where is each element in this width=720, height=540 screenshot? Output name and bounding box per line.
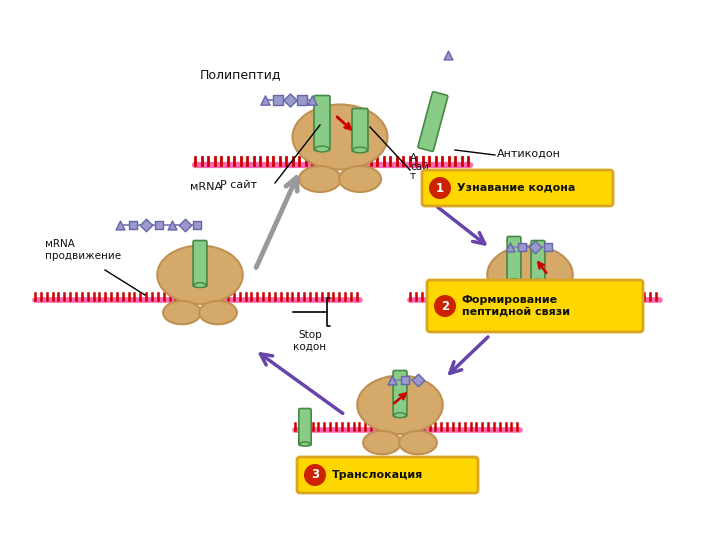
FancyBboxPatch shape [422,170,613,206]
Point [529,242,541,251]
Text: 2: 2 [441,300,449,313]
Point [127,221,139,230]
FancyBboxPatch shape [507,237,521,283]
Ellipse shape [357,375,443,434]
Text: Антикодон: Антикодон [497,149,561,159]
Point [179,221,191,230]
FancyBboxPatch shape [418,92,448,151]
Ellipse shape [299,166,341,192]
Ellipse shape [157,246,243,304]
Ellipse shape [163,301,201,325]
Ellipse shape [194,283,206,288]
Circle shape [304,464,326,486]
FancyBboxPatch shape [297,457,478,493]
Text: 3: 3 [311,469,319,482]
Point [542,242,554,251]
Point [192,221,203,230]
Text: Узнавание кодона: Узнавание кодона [457,183,575,193]
Point [413,376,424,384]
FancyBboxPatch shape [314,96,330,151]
Point [516,242,528,251]
Point [284,96,296,104]
Ellipse shape [339,166,381,192]
Text: мRNA: мRNA [190,182,222,192]
Point [140,221,152,230]
FancyBboxPatch shape [352,109,368,152]
Ellipse shape [493,301,531,325]
Text: Формирование
пептидной связи: Формирование пептидной связи [462,295,570,317]
Ellipse shape [399,431,437,454]
Ellipse shape [532,279,544,284]
Ellipse shape [363,431,401,454]
Text: 1: 1 [436,181,444,194]
Point [259,96,271,104]
FancyBboxPatch shape [393,370,407,417]
Ellipse shape [292,105,387,170]
Text: Транслокация: Транслокация [332,470,423,480]
FancyBboxPatch shape [427,280,643,332]
Ellipse shape [394,413,406,417]
Point [399,376,410,384]
Text: Stop
кодон: Stop кодон [294,330,327,352]
Point [153,221,165,230]
Text: А
сай
т: А сай т [410,153,429,181]
Point [386,376,397,384]
Text: мRNA
продвижение: мRNA продвижение [45,239,121,261]
Point [504,242,516,251]
Point [296,96,307,104]
FancyBboxPatch shape [193,240,207,287]
Point [442,51,454,59]
Ellipse shape [199,301,237,325]
Point [272,96,284,104]
Ellipse shape [300,442,310,446]
Ellipse shape [508,279,520,284]
Ellipse shape [315,146,329,152]
FancyBboxPatch shape [531,240,545,283]
Ellipse shape [353,147,367,153]
Text: Полипептид: Полипептид [200,69,282,82]
Text: Р сайт: Р сайт [220,180,257,190]
Point [114,221,126,230]
Circle shape [434,295,456,317]
Ellipse shape [487,246,572,304]
Point [166,221,178,230]
Ellipse shape [529,301,567,325]
FancyBboxPatch shape [299,408,311,446]
Point [306,96,318,104]
Circle shape [429,177,451,199]
